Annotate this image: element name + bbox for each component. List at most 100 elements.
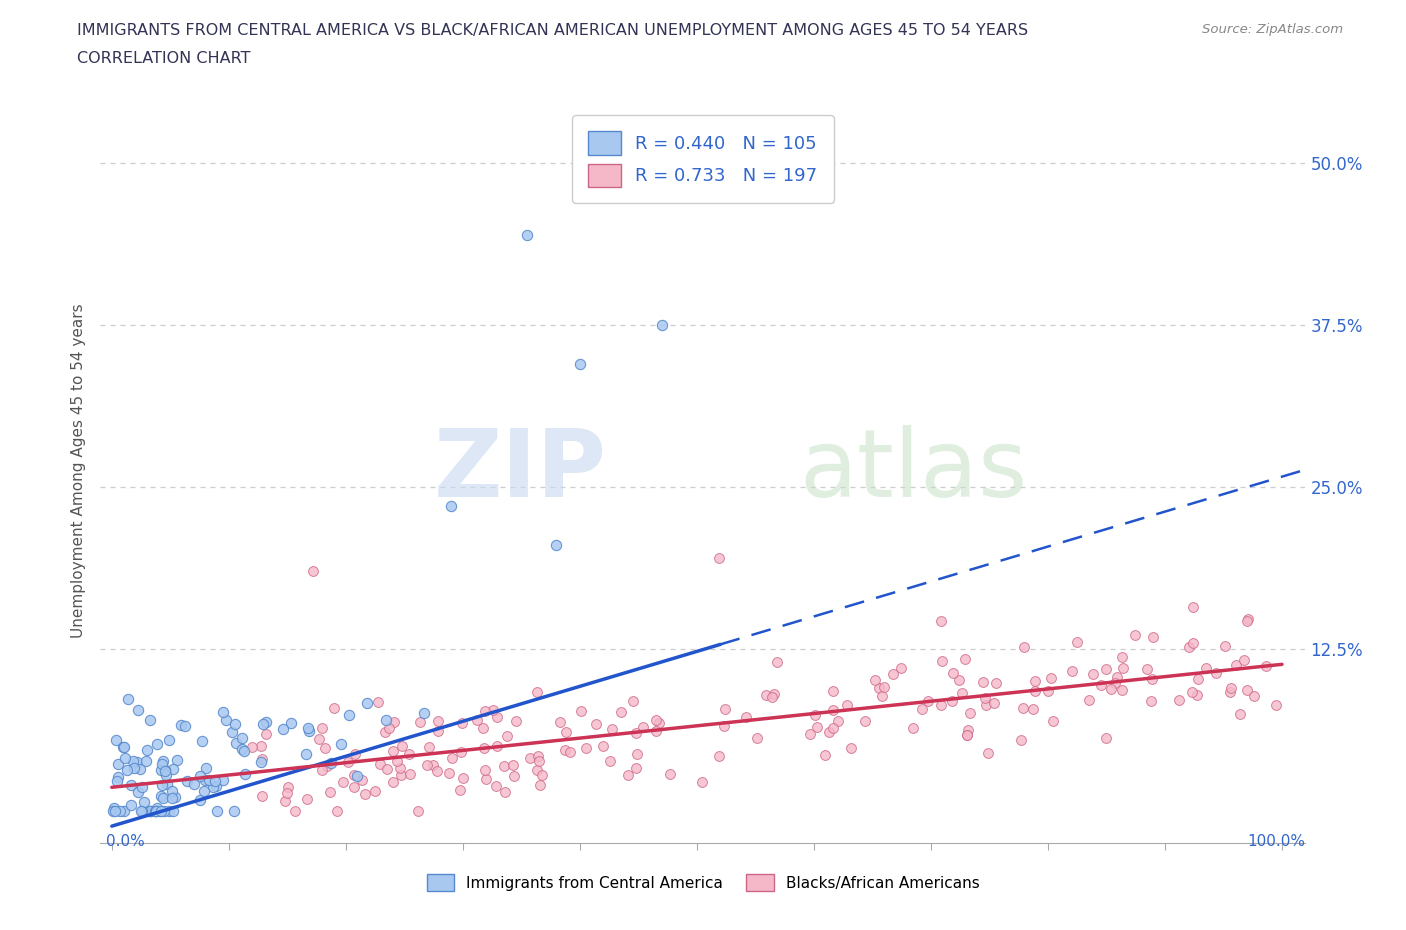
Point	[135, 753, 157, 768]
Point	[1195, 660, 1218, 675]
Point	[131, 804, 153, 818]
Point	[191, 734, 214, 749]
Point	[117, 692, 139, 707]
Point	[222, 804, 245, 818]
Point	[1142, 630, 1164, 644]
Point	[692, 775, 714, 790]
Point	[585, 716, 607, 731]
Point	[150, 762, 173, 777]
Point	[274, 794, 297, 809]
Text: IMMIGRANTS FROM CENTRAL AMERICA VS BLACK/AFRICAN AMERICAN UNEMPLOYMENT AMONG AGE: IMMIGRANTS FROM CENTRAL AMERICA VS BLACK…	[77, 23, 1028, 38]
Point	[872, 688, 894, 703]
Point	[225, 736, 247, 751]
Text: CORRELATION CHART: CORRELATION CHART	[77, 51, 250, 66]
Point	[399, 766, 422, 781]
Y-axis label: Unemployment Among Ages 45 to 54 years: Unemployment Among Ages 45 to 54 years	[72, 303, 86, 638]
Point	[942, 666, 965, 681]
Point	[152, 791, 174, 806]
Point	[198, 772, 221, 787]
Point	[107, 770, 129, 785]
Point	[122, 761, 145, 776]
Point	[1060, 664, 1083, 679]
Point	[624, 761, 647, 776]
Point	[146, 801, 169, 816]
Point	[1112, 661, 1135, 676]
Point	[1011, 701, 1033, 716]
Point	[482, 703, 505, 718]
Point	[132, 795, 155, 810]
Text: 0.0%: 0.0%	[105, 834, 145, 849]
Point	[713, 702, 735, 717]
Point	[121, 777, 143, 792]
Point	[107, 756, 129, 771]
Point	[1265, 698, 1288, 712]
Point	[127, 755, 149, 770]
Point	[129, 804, 152, 818]
Point	[1024, 684, 1046, 698]
Point	[763, 686, 786, 701]
Point	[931, 698, 953, 712]
Point	[127, 785, 149, 800]
Point	[1111, 683, 1133, 698]
Point	[474, 704, 496, 719]
Point	[485, 739, 508, 754]
Point	[276, 786, 298, 801]
Point	[1219, 684, 1241, 699]
Point	[153, 804, 176, 818]
Point	[863, 672, 886, 687]
Point	[194, 761, 217, 776]
Point	[761, 689, 783, 704]
Point	[554, 742, 576, 757]
Point	[821, 721, 844, 736]
Point	[1220, 680, 1243, 695]
Point	[295, 791, 318, 806]
Point	[277, 779, 299, 794]
Point	[128, 762, 150, 777]
Point	[974, 698, 997, 712]
Point	[105, 733, 128, 748]
Point	[131, 779, 153, 794]
Point	[375, 762, 398, 777]
Point	[280, 716, 302, 731]
Point	[254, 727, 277, 742]
Point	[983, 696, 1005, 711]
Point	[1181, 684, 1204, 699]
Point	[449, 783, 471, 798]
Point	[502, 757, 524, 772]
Point	[799, 726, 821, 741]
Point	[959, 706, 981, 721]
Point	[529, 778, 551, 793]
Point	[747, 731, 769, 746]
Point	[364, 783, 387, 798]
Point	[1205, 665, 1227, 680]
Point	[1213, 639, 1236, 654]
Point	[818, 724, 841, 739]
Point	[319, 785, 342, 800]
Point	[155, 767, 177, 782]
Point	[890, 660, 912, 675]
Point	[1099, 682, 1122, 697]
Point	[806, 719, 828, 734]
Point	[250, 738, 273, 753]
Point	[311, 763, 333, 777]
Point	[398, 747, 420, 762]
Point	[150, 789, 173, 804]
Point	[955, 652, 977, 667]
Point	[122, 754, 145, 769]
Point	[153, 763, 176, 777]
Point	[472, 721, 495, 736]
Point	[114, 751, 136, 765]
Point	[271, 722, 294, 737]
Point	[602, 722, 624, 737]
Text: Source: ZipAtlas.com: Source: ZipAtlas.com	[1202, 23, 1343, 36]
Point	[346, 768, 368, 783]
Point	[1090, 677, 1112, 692]
Point	[568, 356, 591, 371]
Point	[377, 721, 399, 736]
Point	[138, 804, 160, 818]
Point	[1042, 714, 1064, 729]
Point	[149, 804, 172, 818]
Point	[631, 720, 654, 735]
Point	[972, 675, 994, 690]
Point	[529, 753, 551, 768]
